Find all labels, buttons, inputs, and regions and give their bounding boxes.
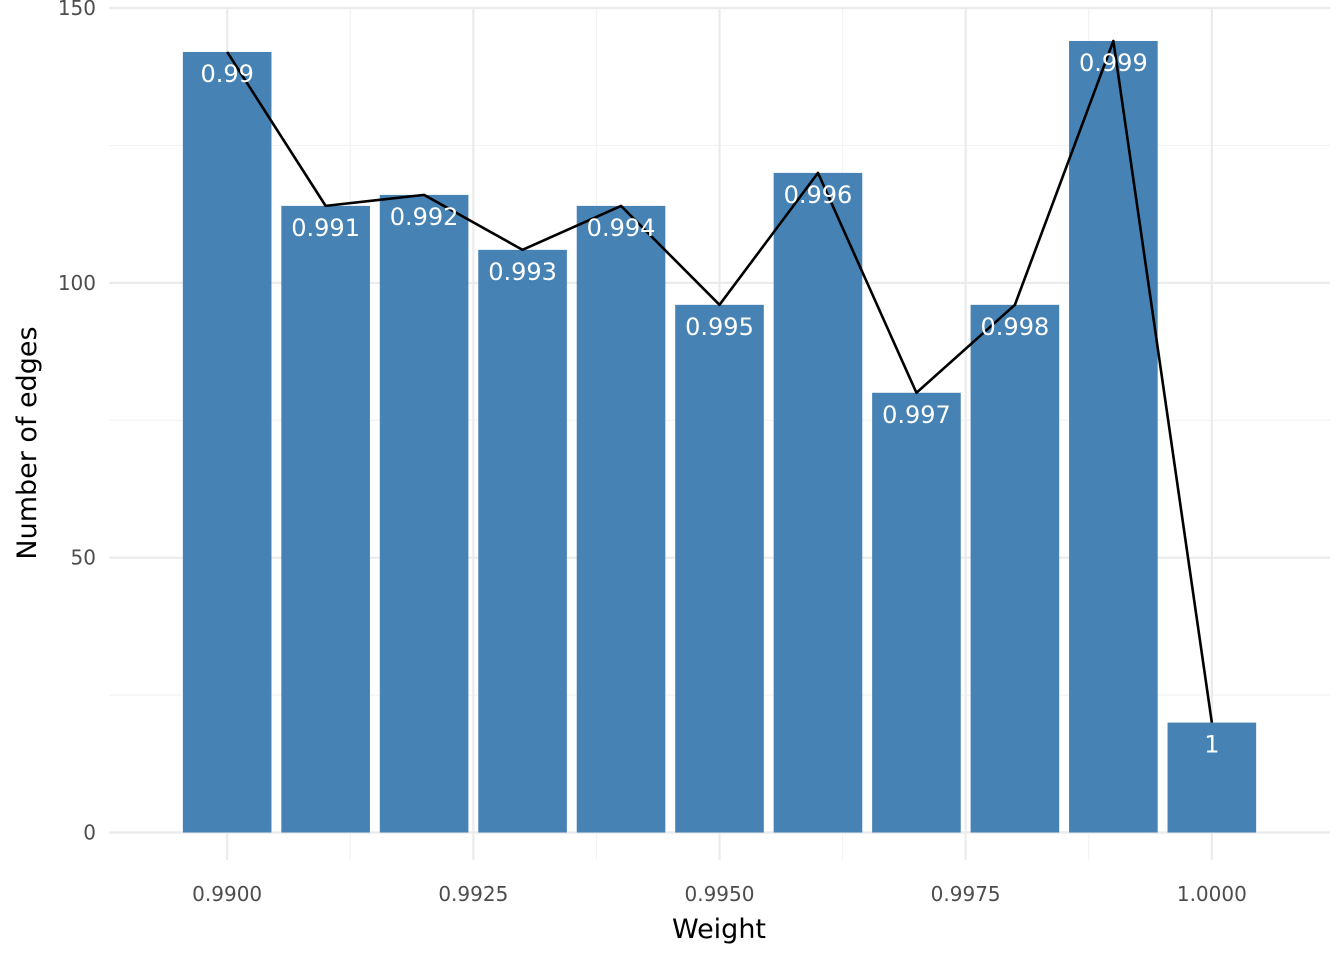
bar-value-label: 0.992 <box>390 203 459 231</box>
bar-labels: 0.99 0.991 0.992 0.993 0.994 0.995 0.996 0.997 0… <box>200 49 1219 759</box>
x-tick-labels: 0.9900 0.9925 0.9950 0.9975 1.0000 <box>192 882 1247 906</box>
bar <box>1069 40 1158 833</box>
y-tick-labels: 0 50 100 150 <box>58 0 96 845</box>
bar-value-label: 0.997 <box>882 401 951 429</box>
x-tick-label: 0.9975 <box>931 882 1001 906</box>
bar-value-label: 0.99 <box>200 60 253 88</box>
bar <box>576 205 666 833</box>
trend-line <box>226 39 1214 723</box>
bar-value-label: 0.993 <box>488 258 557 286</box>
bar <box>379 194 469 833</box>
bar <box>872 392 961 833</box>
bars <box>182 40 1257 833</box>
bar-value-label: 1 <box>1204 731 1219 759</box>
bar <box>281 205 370 833</box>
bar <box>773 172 863 833</box>
x-axis-title: Weight <box>672 914 766 945</box>
y-tick-label: 150 <box>58 0 96 20</box>
x-tick-label: 0.9900 <box>192 882 262 906</box>
bar-value-label: 0.998 <box>981 313 1050 341</box>
y-axis-title: Number of edges <box>12 326 43 559</box>
x-tick-label: 0.9950 <box>685 882 755 906</box>
bar <box>675 304 764 833</box>
y-tick-label: 100 <box>58 271 96 295</box>
x-tick-label: 0.9925 <box>438 882 508 906</box>
bar <box>182 51 272 833</box>
x-tick-label: 1.0000 <box>1177 882 1247 906</box>
y-tick-label: 50 <box>71 546 96 570</box>
bar <box>478 249 567 833</box>
bar-value-label: 0.994 <box>587 214 656 242</box>
y-tick-label: 0 <box>83 821 96 845</box>
bar <box>1167 722 1257 833</box>
bar-value-label: 0.995 <box>685 313 754 341</box>
trend-line-group <box>226 39 1214 723</box>
bar-value-label: 0.996 <box>784 181 853 209</box>
bar-value-label: 0.991 <box>291 214 360 242</box>
bar-value-label: 0.999 <box>1079 49 1148 77</box>
bar <box>970 304 1060 833</box>
